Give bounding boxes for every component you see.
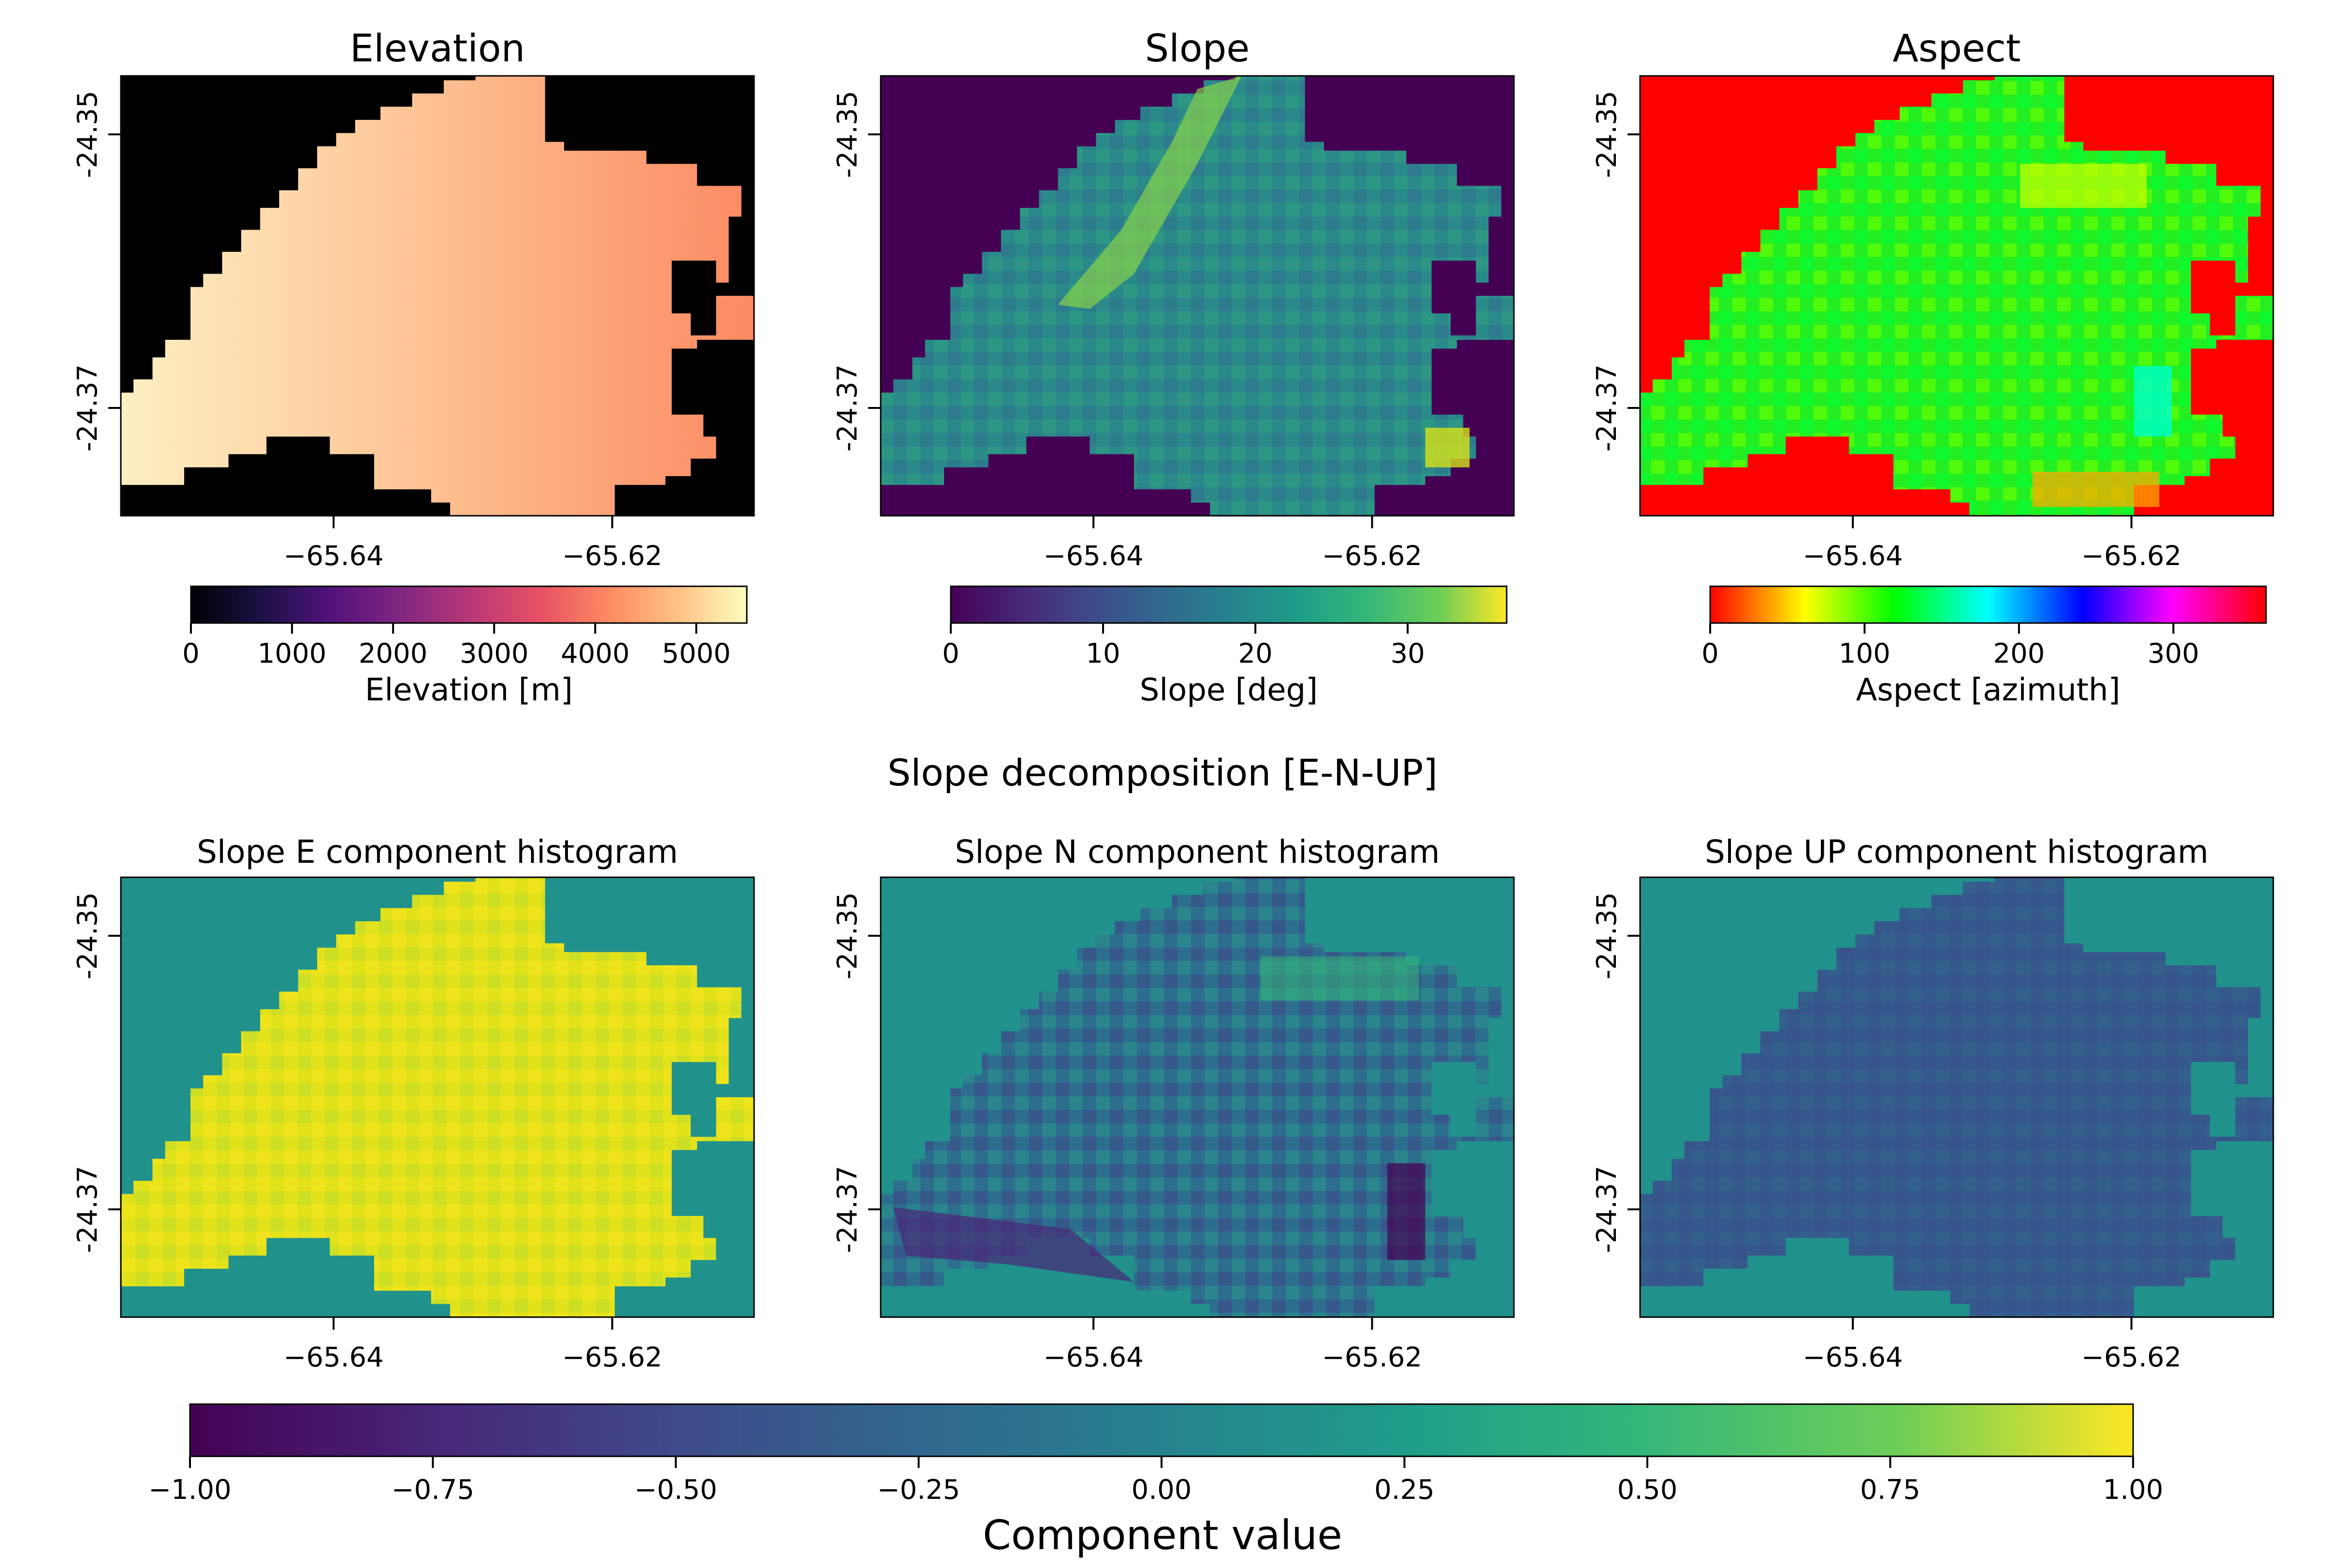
- y-tick-label: -24.37: [72, 1166, 103, 1253]
- colorbar-tick-label: 4000: [561, 638, 630, 669]
- component-tick-label: 0.50: [1617, 1474, 1678, 1506]
- colorbar-tick-label: 20: [1238, 638, 1273, 669]
- slope-up-title: Slope UP component histogram: [1705, 833, 2209, 871]
- colorbar-tick-label: 3000: [460, 638, 529, 669]
- elevation-panel: Elevation −65.64 −65.62 -24.35 -24.37 0 1000 20…: [72, 27, 755, 708]
- slope-e-region: [121, 877, 754, 1317]
- y-tick-label: -24.37: [832, 1166, 863, 1253]
- x-tick-label: −65.62: [1322, 1342, 1422, 1373]
- x-tick-label: −65.62: [2081, 1342, 2181, 1373]
- elevation-colorbar: [190, 585, 748, 624]
- slope-panel: Slope −65.64 −65.62 -24.35 -24.37 0 10 20 30 Slop…: [832, 27, 1515, 708]
- x-tick-label: −65.64: [284, 540, 384, 572]
- y-tick-label: -24.37: [72, 364, 103, 452]
- y-tick-label: -24.35: [1591, 892, 1623, 980]
- slope-n-bright-patch: [1261, 956, 1419, 1001]
- x-tick-label: −65.62: [1322, 540, 1422, 572]
- aspect-frame: [1639, 75, 2274, 517]
- component-colorbar-label: Component value: [983, 1511, 1342, 1559]
- y-tick-label: -24.35: [832, 892, 863, 980]
- component-tick-label: 0.00: [1132, 1474, 1192, 1506]
- slope-colorbar: [950, 585, 1508, 624]
- slope-e-panel: Slope E component histogram −65.64 −65.62 -…: [72, 833, 755, 1373]
- slope-n-title: Slope N component histogram: [955, 833, 1439, 871]
- colorbar-tick-label: 0: [1701, 638, 1719, 669]
- y-tick-label: -24.35: [1591, 91, 1623, 178]
- y-tick-label: -24.37: [1591, 364, 1623, 452]
- colorbar-tick-label: 100: [1839, 638, 1890, 669]
- y-tick-label: -24.35: [832, 91, 863, 178]
- y-tick-label: -24.37: [832, 364, 863, 452]
- aspect-cyan-patch: [2134, 366, 2172, 437]
- slope-up-panel: Slope UP component histogram −65.64 −65.62…: [1591, 833, 2274, 1373]
- slope-up-region: [1640, 877, 2273, 1317]
- component-tick-label: −0.75: [392, 1474, 475, 1506]
- x-tick-label: −65.62: [562, 540, 662, 572]
- slope-n-frame: [880, 876, 1515, 1318]
- colorbar-tick-label: 10: [1086, 638, 1120, 669]
- colorbar-tick-label: 30: [1391, 638, 1425, 669]
- component-colorbar: −1.00 −0.75 −0.50 −0.25 0.00 0.25 0.50 0.75 1.00…: [148, 1403, 2164, 1559]
- slope-steep-patch: [1425, 428, 1470, 467]
- slope-ridge-band: [1058, 76, 1242, 309]
- colorbar-tick-label: 0: [942, 638, 959, 669]
- slope-colorbar-label: Slope [deg]: [1140, 672, 1318, 708]
- component-colorbar-gradient: [189, 1403, 2134, 1457]
- slope-title: Slope: [1145, 27, 1250, 71]
- x-tick-label: −65.62: [2081, 540, 2181, 572]
- aspect-yellow-patch: [2020, 164, 2147, 208]
- colorbar-tick-label: 5000: [662, 638, 731, 669]
- component-tick-label: 1.00: [2103, 1474, 2164, 1506]
- x-tick-label: −65.62: [562, 1342, 662, 1373]
- slope-frame: [880, 75, 1515, 517]
- elevation-frame: [120, 75, 755, 517]
- x-tick-label: −65.64: [1044, 1342, 1144, 1373]
- elevation-region: [121, 76, 754, 516]
- component-tick-label: 0.75: [1860, 1474, 1920, 1506]
- colorbar-tick-label: 200: [1993, 638, 2045, 669]
- elevation-colorbar-label: Elevation [m]: [365, 672, 573, 708]
- aspect-colorbar: [1709, 585, 2267, 624]
- x-tick-label: −65.64: [1044, 540, 1144, 572]
- aspect-title: Aspect: [1893, 27, 2021, 71]
- slope-n-dark-patch: [893, 1207, 1134, 1282]
- slope-up-frame: [1639, 876, 2274, 1318]
- colorbar-tick-label: 300: [2148, 638, 2199, 669]
- x-tick-label: −65.64: [1803, 540, 1903, 572]
- colorbar-tick-label: 0: [182, 638, 200, 669]
- y-tick-label: -24.35: [72, 91, 103, 178]
- component-tick-label: −0.25: [877, 1474, 960, 1506]
- colorbar-tick-label: 1000: [258, 638, 327, 669]
- component-tick-label: −0.50: [634, 1474, 717, 1506]
- slope-region: [881, 76, 1514, 516]
- y-tick-label: -24.37: [1591, 1166, 1623, 1253]
- elevation-title: Elevation: [350, 27, 525, 71]
- aspect-colorbar-label: Aspect [azimuth]: [1856, 672, 2121, 708]
- colorbar-tick-label: 2000: [359, 638, 428, 669]
- slope-e-frame: [120, 876, 755, 1318]
- component-tick-label: 0.25: [1374, 1474, 1435, 1506]
- x-tick-label: −65.64: [1803, 1342, 1903, 1373]
- slope-n-panel: Slope N component histogram −65.64 −65.62 -…: [832, 833, 1515, 1373]
- slope-n-deep-patch: [1387, 1163, 1425, 1260]
- component-tick-label: −1.00: [148, 1474, 232, 1506]
- y-tick-label: -24.35: [72, 892, 103, 980]
- suptitle: Slope decomposition [E-N-UP]: [887, 751, 1438, 794]
- x-tick-label: −65.64: [284, 1342, 384, 1373]
- slope-e-title: Slope E component histogram: [197, 833, 678, 871]
- aspect-orange-patch: [2033, 472, 2160, 507]
- aspect-panel: Aspect −65.64 −65.62 -24.35 -24.37 0 100 200 300…: [1591, 27, 2274, 708]
